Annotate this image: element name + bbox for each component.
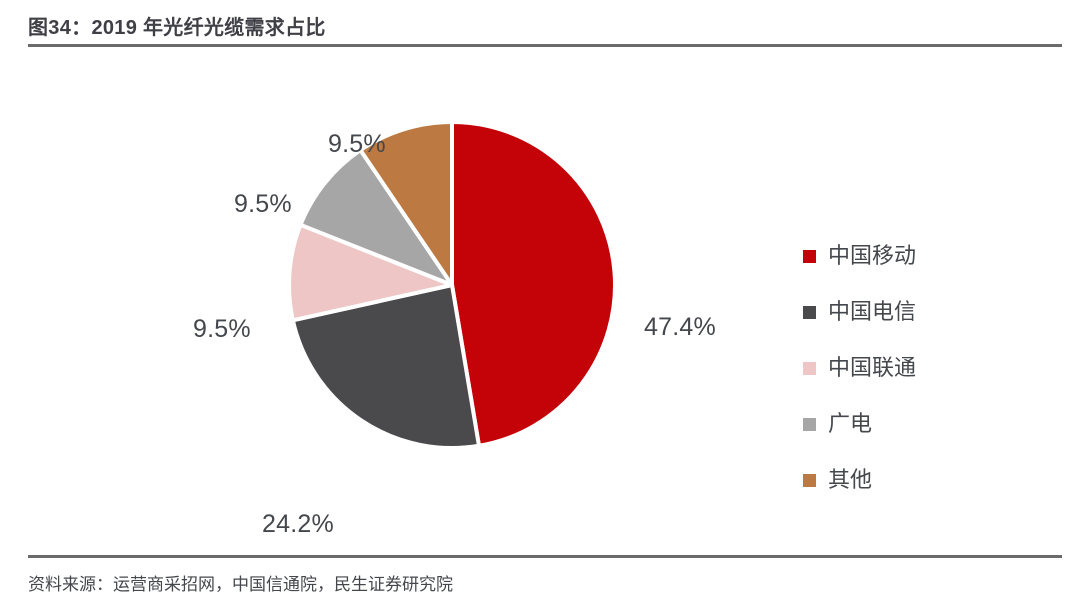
legend-swatch-icon xyxy=(803,305,816,319)
legend-item-china-unicom[interactable]: 中国联通 xyxy=(803,340,1043,396)
title-divider xyxy=(28,44,1062,47)
legend-item-broadcast[interactable]: 广电 xyxy=(803,396,1043,452)
legend-item-china-mobile[interactable]: 中国移动 xyxy=(803,228,1043,284)
pie-slice[interactable] xyxy=(290,283,481,450)
pie-data-label-3: 9.5% xyxy=(234,190,292,218)
page-title: 图34：2019 年光纤光缆需求占比 xyxy=(28,17,326,39)
pie-slice[interactable] xyxy=(298,148,454,287)
pie-slice[interactable] xyxy=(358,120,454,287)
source-note: 资料来源：运营商采招网，中国信通院，民生证券研究院 xyxy=(28,575,453,594)
pie-data-label-2: 9.5% xyxy=(193,315,251,343)
pie-chart: 47.4% 24.2% 9.5% 9.5% 9.5% 中国移动 中国电信 中国联… xyxy=(0,50,1087,550)
legend-item-label: 广电 xyxy=(828,411,873,436)
legend-item-label: 中国移动 xyxy=(828,243,917,268)
footer-divider xyxy=(28,555,1062,558)
pie-slice[interactable] xyxy=(450,120,617,448)
legend-item-china-telecom[interactable]: 中国电信 xyxy=(803,284,1043,340)
pie-svg xyxy=(287,120,617,450)
legend-item-others[interactable]: 其他 xyxy=(803,452,1043,508)
legend-swatch-icon xyxy=(803,417,816,431)
pie-data-label-1: 24.2% xyxy=(262,510,334,538)
legend-item-label: 中国联通 xyxy=(828,355,917,380)
legend-swatch-icon xyxy=(803,249,816,263)
pie-slice[interactable] xyxy=(287,222,454,323)
pie-graphic xyxy=(287,120,617,450)
legend-swatch-icon xyxy=(803,361,816,375)
pie-data-label-0: 47.4% xyxy=(644,313,716,341)
legend-swatch-icon xyxy=(803,473,816,487)
legend-item-label: 中国电信 xyxy=(828,299,917,324)
pie-data-label-4: 9.5% xyxy=(328,130,386,158)
chart-legend: 中国移动 中国电信 中国联通 广电 其他 xyxy=(803,228,1043,508)
legend-item-label: 其他 xyxy=(828,467,873,492)
